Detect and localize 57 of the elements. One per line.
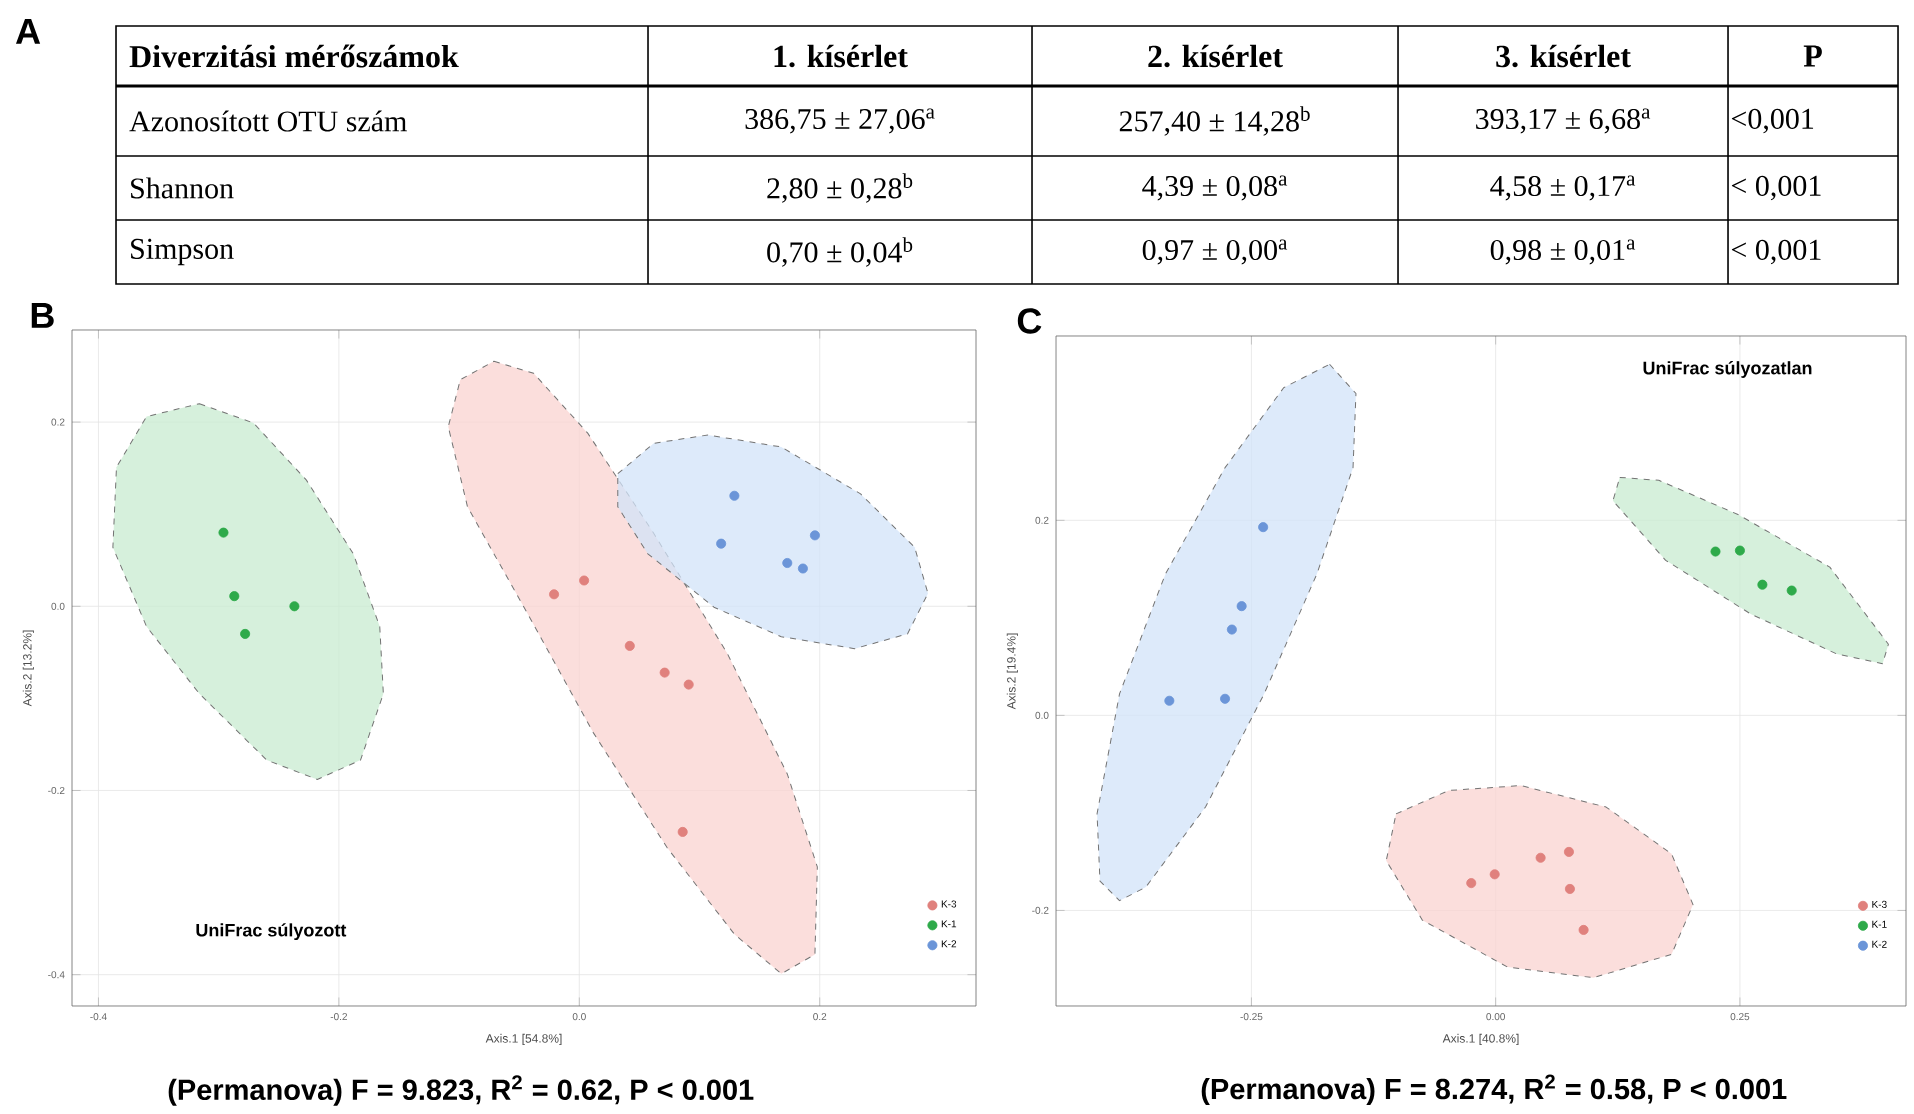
point — [1563, 846, 1574, 857]
chart-title: B — [31, 303, 54, 328]
point — [579, 575, 590, 586]
point — [809, 530, 820, 541]
text: <0,001 — [1731, 108, 1814, 134]
point — [218, 527, 229, 538]
category-label: Azonosított OTU szám — [129, 110, 407, 132]
text: (Permanova) F = 9.823, R$^{2}$ = 0.62, P < 0.001 — [168, 1075, 754, 1106]
point — [1226, 624, 1237, 635]
text: 4,39 ± 0,08$^{a}$ — [1142, 175, 1288, 201]
point — [683, 679, 694, 690]
point — [1236, 601, 1247, 612]
annotation: UniFrac súlyozott — [196, 923, 347, 941]
text: A — [15, 19, 41, 44]
point — [782, 558, 793, 568]
text: < 0,001 — [1731, 239, 1821, 265]
point — [1564, 883, 1575, 894]
chart-title: C — [1017, 308, 1042, 334]
category-label: 2. kísérlet — [1148, 44, 1283, 68]
point — [289, 601, 300, 612]
point — [677, 826, 688, 837]
point — [1220, 693, 1231, 704]
text: 0,97 ± 0,00$^{a}$ — [1142, 239, 1288, 265]
text: < 0,001 — [1731, 175, 1821, 201]
point — [229, 591, 240, 602]
point — [549, 589, 560, 600]
point — [729, 490, 740, 501]
category-label: 3. kísérlet — [1496, 44, 1631, 68]
point — [716, 538, 727, 549]
point — [624, 640, 635, 651]
text: (Permanova) F = 8.274, R$^{2}$ = 0.58, P < 0.001 — [1201, 1074, 1787, 1106]
point — [1786, 585, 1797, 596]
point — [1757, 579, 1768, 590]
point — [1734, 545, 1745, 556]
point — [1466, 878, 1477, 889]
point — [1489, 869, 1500, 880]
category-label: 1. kísérlet — [774, 44, 908, 68]
point — [797, 563, 808, 574]
text: 257,40 ± 14,28$^{b}$ — [1119, 106, 1310, 136]
point — [1535, 852, 1546, 863]
category-label: Simpson — [131, 238, 234, 266]
text: 0,98 ± 0,01$^{a}$ — [1490, 239, 1636, 265]
point — [240, 628, 251, 639]
annotation: UniFrac súlyozatlan — [1643, 361, 1812, 378]
point — [1258, 522, 1269, 533]
point — [1164, 695, 1175, 706]
text: 0,70 ± 0,04$^{b}$ — [767, 237, 913, 267]
text: 386,75 ± 27,06$^{a}$ — [745, 108, 935, 134]
text: 4,58 ± 0,17$^{a}$ — [1490, 175, 1636, 201]
text: 2,80 ± 0,28$^{b}$ — [767, 173, 913, 203]
point — [1578, 924, 1589, 935]
text: 393,17 ± 6,68$^{a}$ — [1476, 108, 1651, 134]
point — [659, 667, 670, 678]
category-label: P — [1803, 45, 1822, 67]
point — [1710, 546, 1721, 557]
category-label: Shannon — [131, 177, 234, 199]
text: Diverzitási mérőszámok — [129, 44, 459, 68]
